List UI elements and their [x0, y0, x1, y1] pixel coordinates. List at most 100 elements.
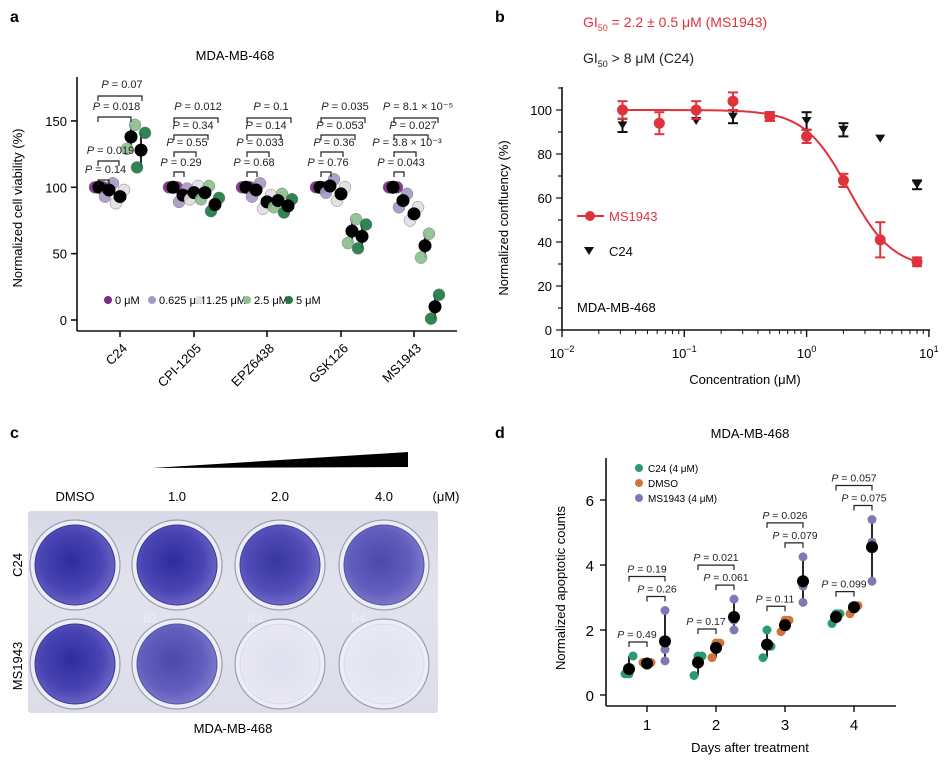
panel-d-ytick-label: 2: [586, 623, 594, 640]
panel-a-mean-marker: [281, 199, 295, 213]
panel-a-mean-marker: [239, 180, 253, 194]
panel-a-pvalue: P = 0.07: [101, 79, 142, 91]
well-mark-b4: B4: [351, 611, 366, 625]
panel-d-pvalue: P = 0.099: [821, 579, 866, 591]
panel-d-sig-bracket: [697, 564, 735, 571]
panel-d-mean-marker: [797, 575, 809, 588]
well-stain: [136, 524, 218, 606]
legend-ms1943-marker: [585, 211, 595, 221]
panel-d-point: [729, 594, 739, 604]
panel-d-sig-bracket: [784, 542, 804, 548]
panel-a-mean-marker: [124, 130, 138, 144]
well-mark-b2: B2: [143, 611, 158, 625]
panel-d-sig-bracket: [766, 605, 786, 612]
ms1943-point: [727, 95, 739, 107]
panel-d-mean-marker: [692, 656, 704, 669]
panel-c-plate: DMSO 1.0 2.0 4.0 (μM) C24 MS1943 MDA-MB-…: [10, 452, 459, 736]
panel-d-ytick-label: 4: [586, 558, 594, 575]
panel-a-legend-marker: [195, 296, 203, 304]
panel-a-mean-marker: [134, 143, 148, 157]
panel-d-pvalue: P = 0.11: [756, 593, 795, 605]
panel-label-a: a: [10, 9, 19, 26]
panel-b-ylabel: Normalized confluency (%): [496, 140, 511, 295]
panel-a-mean-marker: [334, 187, 348, 201]
panel-a-ylabel: Normalized cell viability (%): [10, 129, 25, 288]
panel-a-point: [414, 251, 428, 264]
well: [234, 519, 326, 611]
panel-a-sig-bracket: [246, 171, 258, 177]
panel-d-pvalue: P = 0.075: [841, 493, 886, 505]
panel-a-pvalue: P = 0.012: [174, 101, 221, 113]
panel-a-pvalue: P = 0.29: [160, 157, 201, 169]
panel-a-legend-label: 5 μM: [296, 295, 321, 307]
panel-a-point: [349, 212, 363, 226]
panel-d-legend-label: MS1943 (4 μM): [648, 494, 717, 505]
panel-a-sig-bracket: [97, 160, 120, 166]
panel-a-point: [422, 227, 436, 240]
panel-b-xtick-label: 101: [919, 344, 938, 361]
panel-a-sig-bracket: [320, 171, 332, 177]
ms1943-point: [911, 256, 923, 268]
panel-d-point: [798, 597, 808, 607]
panel-d-legend-marker: [635, 494, 643, 502]
panel-d-pvalue: P = 0.057: [831, 473, 876, 485]
panel-d-legend-marker: [635, 464, 643, 472]
panel-a-mean-marker: [271, 194, 285, 208]
panel-d-point: [867, 576, 877, 586]
panel-d-title: MDA-MB-468: [711, 426, 790, 441]
panel-a-pvalue: P = 0.1: [253, 101, 288, 113]
panel-a-pvalue: P = 0.55: [166, 137, 207, 149]
panel-d-sig-bracket: [835, 484, 873, 491]
panel-a-sig-bracket: [246, 151, 270, 157]
panel-d-sig-bracket: [766, 522, 804, 528]
panel-a-ytick-label: 100: [45, 180, 67, 195]
panel-b-ytick-label: 80: [538, 147, 552, 162]
panel-a-pvalue: P = 8.1 × 10⁻⁵: [383, 101, 453, 113]
panel-d-mean-marker: [659, 635, 671, 648]
panel-b-xtick-label: 10−2: [550, 344, 575, 361]
panel-a-xtick-label: GSK126: [306, 341, 351, 386]
panel-d-mean-marker: [779, 619, 791, 632]
panel-a-ytick-label: 0: [60, 313, 67, 328]
panel-a-pvalue: P = 0.14: [85, 164, 126, 176]
ms1943-fit-curve: [622, 109, 918, 263]
panel-a-sig-bracket: [320, 117, 366, 123]
panel-d-point: [707, 653, 717, 663]
well: [234, 618, 326, 710]
panel-b-ytick-label: 60: [538, 191, 552, 206]
panel-a-point: [341, 236, 355, 250]
panel-d-sig-bracket: [628, 575, 666, 582]
panel-d-point: [867, 515, 877, 524]
panel-d-chart: MDA-MB-468 Normalized apoptotic counts D…: [553, 426, 896, 755]
panel-b-xlabel: Concentration (μM): [689, 372, 801, 387]
ms1943-point: [653, 117, 665, 129]
panel-d-xtick-label: 4: [850, 717, 858, 734]
panel-a-mean-marker: [166, 180, 180, 194]
panel-d-point: [762, 625, 772, 635]
panel-d-sig-bracket: [835, 591, 855, 597]
well-stain: [343, 623, 425, 705]
panel-d-point: [660, 645, 670, 654]
panel-a-point: [359, 218, 373, 231]
panel-a-mean-marker: [355, 229, 369, 243]
panel-d-mean-marker: [623, 663, 635, 675]
ms1943-point: [801, 130, 813, 142]
panel-label-b: b: [495, 9, 505, 26]
panel-d-legend-label: C24 (4 μM): [648, 464, 698, 475]
well: [29, 618, 121, 710]
panel-a-legend-label: 1.25 μM: [206, 295, 246, 307]
gi50-ms1943-annotation: GI50 = 2.2 ± 0.5 μM (MS1943): [583, 14, 767, 33]
panel-d-sig-bracket: [646, 595, 666, 602]
col-label-4: 4.0: [375, 489, 393, 504]
panel-d-sig-bracket: [853, 504, 873, 511]
panel-a-sig-bracket: [173, 171, 185, 177]
panel-a-legend-label: 0 μM: [115, 295, 140, 307]
panel-a-legend-label: 2.5 μM: [254, 295, 288, 307]
panel-b-xtick-label: 10−1: [672, 344, 697, 361]
panel-a-pvalue: P = 0.68: [233, 157, 274, 169]
panel-a-pvalue: P = 0.043: [377, 157, 424, 169]
panel-a-xtick-label: MS1943: [379, 341, 424, 386]
panel-a-mean-marker: [208, 198, 222, 212]
panel-a-ytick-label: 150: [45, 114, 67, 129]
legend-c24-label: C24: [609, 244, 633, 259]
